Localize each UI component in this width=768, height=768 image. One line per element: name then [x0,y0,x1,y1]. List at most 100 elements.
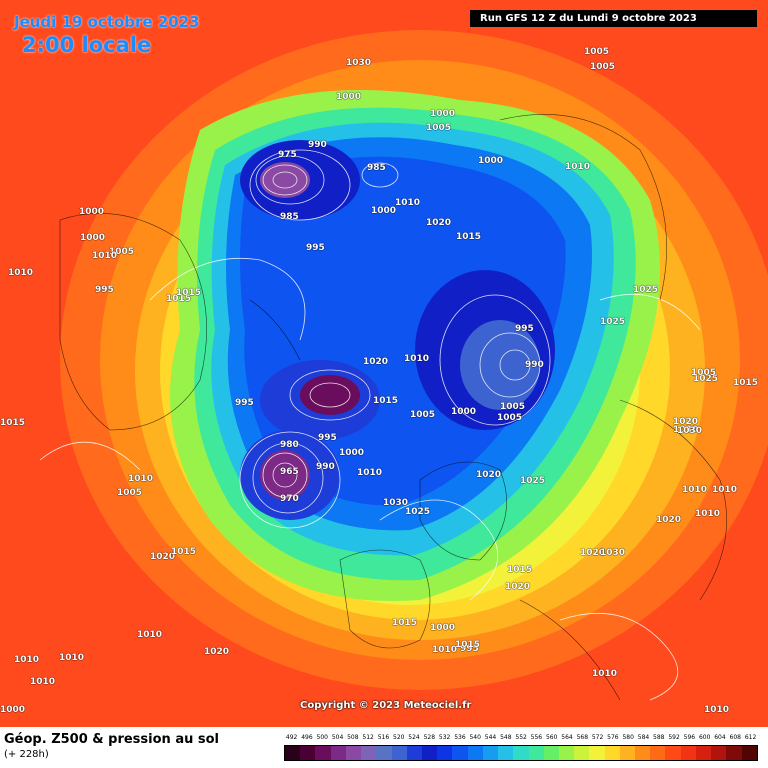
isobar-label: 1010 [695,509,721,519]
isobar-label: 1000 [79,207,105,217]
isobar-label: 995 [235,398,254,408]
legend-swatch [695,746,712,760]
legend-tick: 612 [744,734,757,741]
isobar-label: 1025 [633,285,659,295]
lead-time: (+ 228h) [4,749,49,760]
legend-tick: 560 [545,734,558,741]
legend-swatch [680,746,696,760]
isobar-label: 1025 [405,507,431,517]
legend-tick: 512 [362,734,374,741]
isobar-label: 1000 [0,705,26,715]
legend-swatch [330,746,346,760]
isobar-label: 995 [306,243,325,253]
legend-tick: 608 [729,734,741,741]
isobar-label: 1030 [677,426,703,436]
copyright: Copyright © 2023 Meteociel.fr [300,700,472,711]
isobar-label: 1005 [584,47,610,57]
isobar-label: 1010 [137,630,163,640]
legend-swatch [452,746,468,760]
isobar-label: 1020 [150,552,176,562]
legend-tick: 580 [622,734,634,741]
isobar-label: 1020 [476,470,502,480]
legend-swatch [406,746,422,760]
isobar-label: 1010 [432,645,458,655]
isobar-label: 985 [367,163,386,173]
legend-swatch [467,746,483,760]
isobar-label: 1015 [171,547,197,557]
legend-swatch [345,746,362,760]
legend-tick: 572 [591,734,604,741]
isobar-label: 1010 [8,268,34,278]
legend-tick: 604 [714,734,726,741]
legend-tick: 568 [576,734,589,741]
isobar-label: 1005 [497,413,523,423]
legend-tick: 492 [285,734,298,741]
isobar-label: 1010 [59,653,85,663]
legend-tick: 588 [653,734,665,741]
legend-swatch [482,746,499,760]
geopotential-field [39,30,768,701]
isobar-label: 990 [308,140,327,150]
isobar-label: 1025 [600,317,626,327]
isobar-label: 1020 [656,515,682,525]
isobar-label: 1010 [92,251,118,261]
isobar-label: 1000 [336,92,362,102]
isobar-label: 975 [278,150,297,160]
legend-tick: 540 [469,734,481,741]
legend-tick: 500 [316,734,328,741]
isobar-label: 1010 [712,485,738,495]
legend-tick: 576 [607,734,619,741]
isobar-label: 1030 [673,425,699,435]
isobar-label: 1010 [395,198,421,208]
isobar-label: 1005 [426,123,452,133]
isobar-label: 1000 [371,206,397,216]
isobar-label: 990 [316,462,335,472]
legend-swatch [498,746,514,760]
isobar-label: 1015 [733,378,759,388]
legend-swatch [726,746,742,760]
legend-swatch [741,746,757,760]
legend-swatch [558,746,575,760]
legend-tick: 592 [668,734,680,741]
legend-swatch [528,746,544,760]
legend-footer: Géop. Z500 & pression au sol (+ 228h) 49… [0,727,768,768]
isobar-label: 1025 [693,374,719,384]
isobar-label: 1000 [339,448,365,458]
isobar-label: 1010 [592,669,618,679]
isobar-label: 1015 [455,640,481,650]
isobar-label: 995 [515,324,534,334]
isobar-label: 1030 [346,58,372,68]
legend-swatch [604,746,620,760]
legend-tick: 496 [301,734,313,741]
legend-ticks: 492 496 500 504 508 512 516 520 524 528 532 536 540 5… [284,734,758,744]
legend-swatch [665,746,681,760]
isobar-label: 995 [95,285,114,295]
legend-tick: 564 [561,734,573,741]
legend-tick: 536 [454,734,466,741]
isobar-label: 995 [318,433,337,443]
legend-tick: 548 [500,734,512,741]
isobar-label: 1010 [404,354,430,364]
isobar-label: 970 [280,494,299,504]
isobar-label: 1015 [166,294,192,304]
isobar-label: 1005 [117,488,143,498]
legend-tick: 584 [637,734,650,741]
forecast-date: Jeudi 19 octobre 2023 [14,13,200,31]
isobar-label: 1015 [373,396,399,406]
isobar-label: 1000 [80,233,106,243]
isobar-label: 995 [460,644,479,654]
legend-swatch [589,746,605,760]
legend-tick: 596 [683,734,696,741]
legend-swatch [437,746,453,760]
legend-swatch [361,746,377,760]
isobar-label: 1020 [673,417,699,427]
legend-swatch [376,746,392,760]
isobar-label: 1005 [410,410,436,420]
isobar-label: 1010 [128,474,154,484]
legend-tick: 528 [423,734,436,741]
legend-tick: 556 [530,734,543,741]
isobar-label: 1010 [357,468,383,478]
weather-map: 975 985 990 995 1000 1010 1020 1015 1000 1005 995 1… [0,0,768,727]
isobar-label: 1000 [451,407,477,417]
isobar-label: 1030 [600,548,626,558]
